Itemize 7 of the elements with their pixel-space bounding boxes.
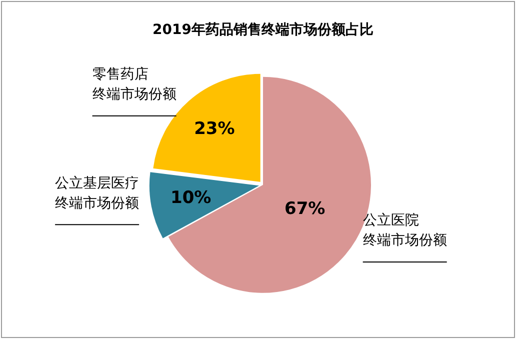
- data-label: 10%: [170, 188, 212, 208]
- data-label: 67%: [284, 199, 326, 220]
- data-label: 23%: [194, 119, 235, 140]
- chart-title: 2019年药品销售终端市场份额占比: [152, 21, 374, 38]
- slice-label: 公立医院终端市场份额: [362, 212, 447, 249]
- slice-label: 零售药店终端市场份额: [92, 66, 176, 103]
- slice-label: 公立基层医疗终端市场份额: [55, 175, 140, 212]
